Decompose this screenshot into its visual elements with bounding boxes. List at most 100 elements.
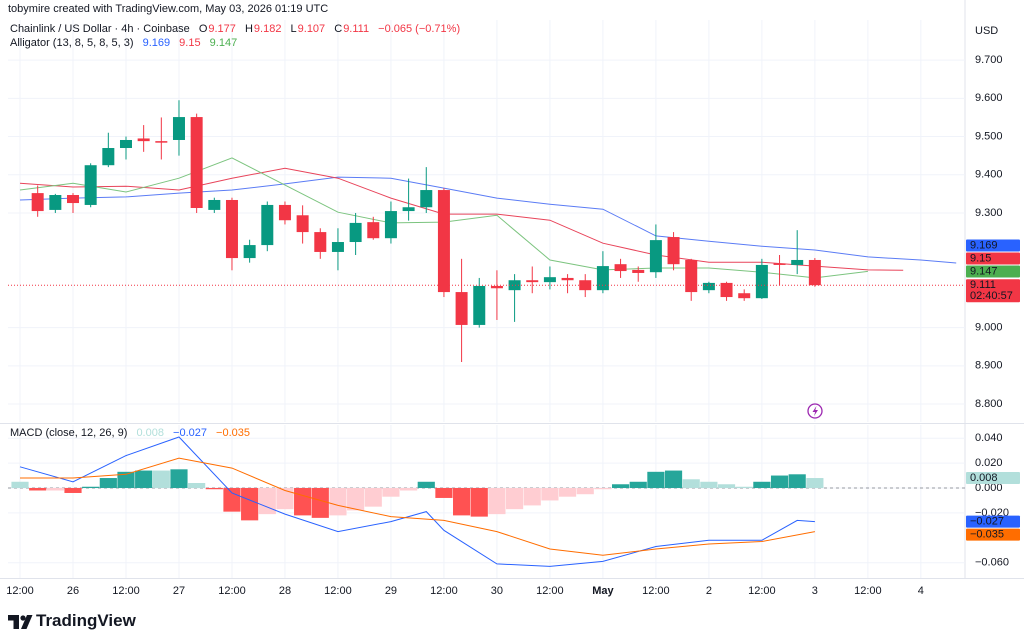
candle-body bbox=[561, 277, 574, 281]
histogram-bar bbox=[276, 487, 294, 510]
candle-body bbox=[49, 195, 62, 210]
price-legend: Chainlink / US Dollar · 4h · Coinbase O 9… bbox=[10, 23, 461, 35]
indicator-line bbox=[19, 167, 904, 271]
histogram-bar bbox=[311, 487, 329, 518]
histogram-bar bbox=[205, 487, 223, 490]
histogram-bar bbox=[470, 487, 488, 517]
y-tick-label: −0.060 bbox=[975, 557, 1009, 569]
ohlc-value: 9.111 bbox=[343, 23, 370, 35]
indicator-line bbox=[19, 436, 815, 567]
x-tick-label: 12:00 bbox=[430, 585, 458, 597]
histogram-bar bbox=[806, 478, 824, 488]
x-tick-label: 12:00 bbox=[536, 585, 564, 597]
histogram-bar bbox=[329, 487, 347, 516]
candle-body bbox=[208, 199, 221, 210]
histogram-bar bbox=[717, 484, 736, 488]
indicator-title: MACD (close, 12, 26, 9) bbox=[10, 427, 128, 439]
y-tick-label: 8.900 bbox=[975, 360, 1003, 372]
candle-body bbox=[278, 204, 291, 221]
ohlc-value: 9.182 bbox=[253, 23, 282, 35]
x-tick-label: 12:00 bbox=[748, 585, 776, 597]
histogram-bar bbox=[435, 487, 453, 498]
candle-body bbox=[490, 285, 503, 289]
x-tick-label: May bbox=[592, 585, 614, 597]
brand-logo bbox=[8, 615, 33, 629]
ohlc-label: O bbox=[198, 23, 208, 35]
price-tag-label: 9.111 bbox=[970, 279, 996, 291]
indicator-legend: Alligator (13, 8, 5, 8, 5, 3) 9.169 9.15… bbox=[10, 37, 238, 49]
x-tick-label: 12:00 bbox=[324, 585, 352, 597]
histogram-bar bbox=[170, 469, 188, 488]
x-tick-label: 29 bbox=[385, 585, 397, 597]
candle-body bbox=[84, 165, 97, 205]
histogram-bar bbox=[99, 478, 117, 488]
candle-body bbox=[685, 259, 698, 293]
candle-body bbox=[67, 195, 80, 204]
candle-body bbox=[720, 282, 733, 298]
price-tag-label: −0.027 bbox=[970, 516, 1004, 528]
histogram-bar bbox=[223, 487, 241, 512]
y-tick-label: 9.600 bbox=[975, 92, 1003, 104]
histogram-bar bbox=[64, 487, 82, 493]
candle-body bbox=[420, 190, 433, 208]
indicator-value: 9.15 bbox=[179, 37, 201, 49]
histogram-bar bbox=[523, 487, 541, 506]
candle-body bbox=[508, 280, 521, 291]
candle-body bbox=[632, 269, 645, 273]
candle-body bbox=[261, 204, 274, 246]
histogram-bar bbox=[594, 487, 612, 490]
candle-body bbox=[31, 193, 44, 212]
x-tick-label: 2 bbox=[706, 585, 712, 597]
x-tick-label: 12:00 bbox=[112, 585, 140, 597]
histogram-bar bbox=[188, 483, 206, 488]
indicator-line bbox=[19, 176, 957, 264]
x-tick-label: 30 bbox=[491, 585, 503, 597]
y-tick-label: 9.300 bbox=[975, 207, 1003, 219]
candle-body bbox=[596, 266, 609, 291]
y-tick-label: 0.000 bbox=[975, 482, 1003, 494]
price-tag-label: 0.008 bbox=[970, 472, 998, 484]
candle-body bbox=[243, 245, 256, 259]
histogram-bar bbox=[241, 487, 259, 521]
candle-body bbox=[614, 264, 627, 272]
histogram-bar bbox=[558, 487, 577, 497]
indicator-value: 9.169 bbox=[142, 37, 171, 49]
ohlc-label: H bbox=[244, 23, 253, 35]
histogram-bar bbox=[29, 487, 47, 491]
candle-body bbox=[225, 199, 238, 259]
price-tag-label: 9.169 bbox=[970, 239, 998, 251]
candle-body bbox=[119, 139, 132, 149]
price-tag bbox=[966, 515, 1020, 528]
x-tick-label: 12:00 bbox=[218, 585, 246, 597]
candle-body bbox=[190, 117, 203, 209]
histogram-bar bbox=[258, 487, 276, 515]
price-tag bbox=[966, 472, 1020, 485]
candle-body bbox=[667, 237, 680, 265]
brand: TradingView bbox=[36, 611, 136, 630]
candle-body bbox=[296, 215, 309, 233]
price-tag bbox=[966, 265, 1020, 278]
indicator-value: −0.035 bbox=[216, 427, 250, 439]
y-tick-label: 0.040 bbox=[975, 432, 1003, 444]
candle-body bbox=[543, 277, 556, 283]
indicator-title: Alligator (13, 8, 5, 8, 5, 3) bbox=[10, 37, 134, 49]
histogram-bar bbox=[135, 470, 153, 488]
symbol-title: Chainlink / US Dollar · 4h · Coinbase bbox=[10, 23, 190, 35]
histogram-bar bbox=[400, 487, 418, 491]
histogram-bar bbox=[682, 479, 700, 488]
x-tick-label: 12:00 bbox=[6, 585, 34, 597]
candle-body bbox=[526, 280, 539, 283]
candle-body bbox=[349, 222, 362, 243]
candle-body bbox=[331, 242, 344, 252]
x-tick-label: 12:00 bbox=[854, 585, 882, 597]
candle-body bbox=[702, 282, 715, 291]
candle-body bbox=[314, 232, 327, 252]
price-tag-label: 9.147 bbox=[970, 265, 998, 277]
y-tick-label: 9.000 bbox=[975, 322, 1003, 334]
histogram-bar bbox=[753, 481, 771, 488]
price-tag bbox=[966, 252, 1020, 265]
x-tick-label: 26 bbox=[67, 585, 79, 597]
histogram-bar bbox=[152, 470, 170, 488]
indicator-value: 9.147 bbox=[209, 37, 238, 49]
